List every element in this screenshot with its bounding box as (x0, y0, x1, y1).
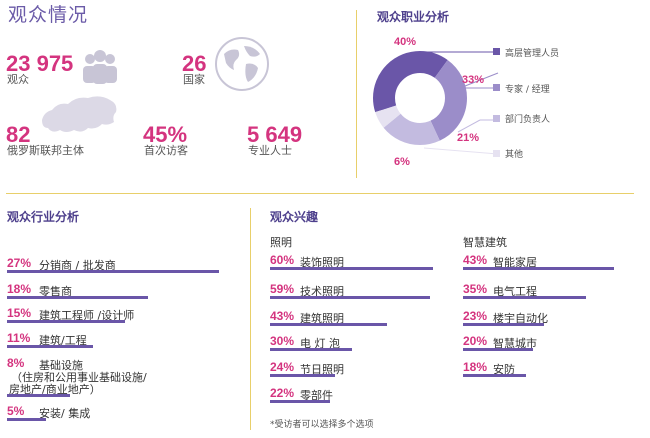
lighting-label-6: 零部件 (300, 389, 333, 402)
industry-label-1: 分销商 / 批发商 (39, 259, 116, 272)
industry-bar-2 (7, 296, 149, 299)
interest-title: 观众兴趣 (270, 210, 319, 224)
lighting-subtitle: 照明 (270, 236, 292, 249)
smart-bar-2 (463, 296, 586, 299)
legend-leaders (423, 51, 499, 155)
industry-sublabel-5-2: 房地产/商业地产） (9, 383, 101, 396)
smart-pct-4: 20% (463, 334, 488, 348)
lighting-bar-1 (270, 267, 434, 270)
smart-bar-4 (463, 348, 533, 351)
industry-pct-1: 27% (7, 256, 32, 270)
smart-label-1: 智能家居 (493, 256, 537, 269)
divider-vertical-bottom (250, 208, 251, 430)
industry-bar-5 (7, 394, 70, 397)
stat-countries-label: 国家 (183, 73, 205, 86)
donut-label-3: 21% (457, 132, 480, 144)
smart-label-4: 智慧城市 (493, 337, 537, 350)
globe-icon (215, 37, 269, 91)
stat-visitors-value: 23 975 (6, 51, 74, 76)
smart-bar-5 (463, 374, 526, 377)
industry-bar-6 (7, 418, 47, 421)
industry-pct-6: 5% (7, 404, 25, 418)
occupation-donut-chart (373, 51, 467, 145)
smart-pct-1: 43% (463, 253, 488, 267)
smart-building-subtitle: 智慧建筑 (463, 236, 507, 249)
industry-label-4: 建筑/工程 (39, 334, 87, 347)
stat-regions-label: 俄罗斯联邦主体 (7, 144, 84, 157)
lighting-label-1: 装饰照明 (300, 256, 344, 269)
stat-visitors-label: 观众 (7, 73, 29, 86)
smart-label-5: 安防 (493, 363, 515, 376)
industry-sublabel-5-1: （住房和公用事业基础设施/ (11, 371, 147, 384)
legend-swatch-2 (493, 84, 500, 91)
lighting-bar-2 (270, 296, 431, 299)
industry-pct-3: 15% (7, 306, 32, 320)
legend-swatch-1 (493, 48, 500, 55)
industry-title: 观众行业分析 (7, 210, 80, 224)
occupation-title: 观众职业分析 (377, 10, 450, 24)
industry-pct-4: 11% (7, 331, 31, 345)
donut-slice-1 (373, 51, 467, 145)
smart-pct-3: 23% (463, 309, 488, 323)
lighting-pct-5: 24% (270, 360, 295, 374)
lighting-label-5: 节日照明 (300, 363, 344, 376)
stat-countries-value: 26 (182, 51, 207, 76)
industry-pct-5: 8% (7, 356, 25, 370)
stat-first-visit-value: 45% (143, 122, 188, 147)
industry-bar-4 (7, 345, 94, 348)
russia-map-icon (42, 96, 117, 132)
legend-label-4: 其他 (505, 150, 524, 160)
divider-horizontal (6, 193, 634, 194)
smart-pct-5: 18% (463, 360, 488, 374)
legend-label-2: 专家 / 经理 (505, 85, 550, 95)
lighting-bar-5 (270, 374, 336, 377)
lighting-pct-6: 22% (270, 386, 295, 400)
lighting-label-3: 建筑照明 (300, 312, 344, 325)
lighting-label-4: 电 灯 泡 (300, 337, 340, 350)
lighting-label-2: 技术照明 (300, 285, 344, 298)
stat-regions-value: 82 (6, 122, 31, 147)
industry-bar-3 (7, 320, 125, 323)
donut-slice-3 (373, 51, 467, 145)
legend-swatch-3 (493, 115, 500, 122)
people-icon (83, 50, 117, 84)
footnote: *受访者可以选择多个选项 (270, 420, 374, 430)
stat-professionals-label: 专业人士 (248, 144, 292, 157)
donut-label-4: 6% (394, 156, 410, 168)
legend-label-1: 高层管理人员 (505, 49, 560, 59)
industry-label-3: 建筑工程师 /设计师 (39, 309, 135, 322)
smart-bar-3 (463, 323, 544, 326)
lighting-bar-4 (270, 348, 352, 351)
lighting-bar-3 (270, 323, 387, 326)
legend-swatch-4 (493, 150, 500, 157)
stat-first-visit-label: 首次访客 (144, 144, 188, 157)
smart-label-2: 电气工程 (493, 285, 537, 298)
smart-pct-2: 35% (463, 282, 488, 296)
lighting-pct-3: 43% (270, 309, 295, 323)
industry-label-5: 基础设施 (39, 359, 83, 372)
industry-bar-1 (7, 270, 219, 273)
divider-vertical-top (356, 10, 357, 178)
legend-label-3: 部门负责人 (505, 115, 551, 125)
donut-label-top: 40% (394, 36, 417, 48)
lighting-pct-1: 60% (270, 253, 295, 267)
lighting-pct-2: 59% (270, 282, 295, 296)
donut-slice-2 (373, 51, 467, 145)
page-title: 观众情况 (8, 4, 89, 26)
smart-label-3: 楼宇自动化 (493, 312, 548, 325)
industry-label-2: 零售商 (39, 285, 72, 298)
industry-label-6: 安装/ 集成 (39, 407, 91, 420)
lighting-pct-4: 30% (270, 334, 295, 348)
stat-professionals-value: 5 649 (247, 122, 303, 147)
industry-pct-2: 18% (7, 282, 32, 296)
donut-label-2: 33% (462, 74, 485, 86)
lighting-bar-6 (270, 400, 330, 403)
smart-bar-1 (463, 267, 614, 270)
